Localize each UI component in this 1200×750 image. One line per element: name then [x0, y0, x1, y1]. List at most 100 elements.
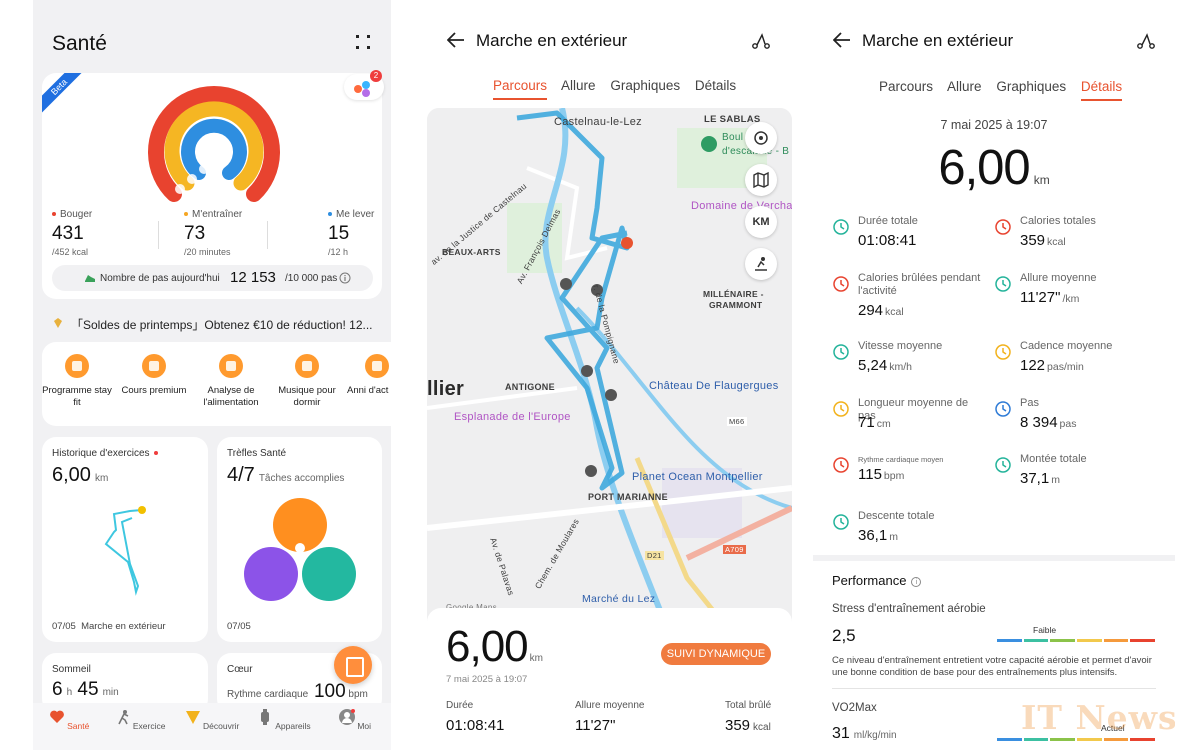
- stat-allure: Allure moyenne 11'27": [575, 700, 645, 734]
- descent-icon: [833, 514, 849, 530]
- food-icon: [219, 354, 243, 378]
- tab-decouvrir[interactable]: Découvrir: [182, 709, 242, 731]
- service-musique[interactable]: Musique pour dormir: [272, 354, 342, 409]
- scale1-segment: [1077, 639, 1102, 642]
- footprints-icon: [995, 344, 1011, 360]
- heart-pulse-icon: [49, 710, 64, 723]
- tab-moi[interactable]: Moi: [325, 709, 385, 731]
- map-icon: [753, 171, 769, 189]
- climb-icon: [995, 457, 1011, 473]
- route-map[interactable]: LE SABLAS Castelnau-le-Lez Boul d'escala…: [427, 108, 792, 628]
- stat-total-brule: Total brûlé 359 kcal: [725, 700, 772, 734]
- map-background: [427, 108, 792, 628]
- add-record-button[interactable]: [334, 646, 372, 684]
- shoe-icon: [85, 275, 95, 282]
- ring-entrainer: [164, 101, 264, 191]
- profile-icon: [338, 709, 355, 725]
- total-distance: 6,00 km: [446, 622, 543, 671]
- stat-bouger[interactable]: Bouger 431 /452 kcal: [52, 209, 93, 257]
- heart-icon: [833, 457, 849, 473]
- clover-chart: [244, 498, 356, 601]
- performance-title: Performance i: [832, 573, 922, 588]
- tab-details[interactable]: Détails: [694, 78, 737, 93]
- ring-lever: [181, 118, 247, 180]
- service-more[interactable]: Anni d'act: [347, 354, 391, 397]
- watermark-logo: IT News: [1021, 698, 1175, 737]
- tab-parcours[interactable]: Parcours: [879, 79, 934, 94]
- page-title: Santé: [52, 32, 107, 55]
- tab-parcours[interactable]: Parcours: [493, 78, 548, 93]
- services-row: Programme stay fit Cours premium Analyse…: [42, 342, 391, 426]
- workout-details-screen: Marche en extérieur Parcours Allure Grap…: [813, 0, 1175, 750]
- apps-shortcut-button[interactable]: 2: [344, 70, 384, 100]
- suivi-dynamique-button[interactable]: SUIVI DYNAMIQUE: [661, 643, 771, 665]
- tab-sante[interactable]: Santé: [39, 709, 99, 731]
- trefles-card[interactable]: Trèfles Santé 4/7 Tâches accomplies 07/05: [217, 437, 382, 642]
- stress-scale: [997, 639, 1156, 642]
- km-markers-button[interactable]: KM: [745, 206, 777, 238]
- stride-icon: [833, 401, 849, 417]
- tab-graphiques[interactable]: Graphiques: [996, 79, 1067, 94]
- historique-card[interactable]: Historique d'exercices 6,00 km 07/05 Marc…: [42, 437, 208, 642]
- scale2-segment: [1077, 738, 1102, 741]
- vo2max-label: VO2Max: [832, 702, 877, 714]
- grid-menu-icon[interactable]: [355, 34, 371, 50]
- back-arrow-icon[interactable]: [447, 32, 465, 48]
- scale1-segment: [1103, 639, 1129, 642]
- route-share-icon[interactable]: [1137, 32, 1155, 50]
- info-icon: i: [911, 576, 922, 587]
- scale2-segment: [1023, 738, 1049, 741]
- scale1-segment: [1023, 639, 1049, 642]
- replay-button[interactable]: [745, 248, 777, 280]
- stat-lever[interactable]: Me lever 15 /12 h: [328, 209, 375, 257]
- scale1-segment: [1130, 639, 1156, 642]
- scale1-segment: [997, 639, 1022, 642]
- video-icon: [142, 354, 166, 378]
- workout-date: 7 mai 2025 à 19:07: [940, 118, 1048, 132]
- stress-label: Stress d'entraînement aérobie: [832, 603, 986, 615]
- stat-entrainer[interactable]: M'entraîner 73 /20 minutes: [184, 209, 243, 257]
- detail-tabs: Parcours Allure Graphiques Détails: [879, 79, 1133, 94]
- info-icon[interactable]: [339, 272, 351, 284]
- route-share-icon[interactable]: [752, 32, 770, 50]
- tab-allure[interactable]: Allure: [561, 78, 596, 93]
- route-thumbnail: [104, 506, 146, 596]
- flame-icon: [995, 219, 1011, 235]
- back-arrow-icon[interactable]: [833, 32, 851, 48]
- gauge-icon: [995, 276, 1011, 292]
- music-icon: [295, 354, 319, 378]
- stress-description: Ce niveau d'entraînement entretient votr…: [832, 655, 1152, 678]
- locate-button[interactable]: [745, 122, 777, 154]
- timer-icon: [833, 219, 849, 235]
- service-stay-fit[interactable]: Programme stay fit: [42, 354, 112, 409]
- activity-rings-chart: [148, 86, 280, 202]
- ring-bouger: [148, 86, 280, 202]
- program-icon: [65, 354, 89, 378]
- scale1-segment: [1050, 639, 1076, 642]
- speedometer-icon: [833, 344, 849, 360]
- service-alimentation[interactable]: Analyse de l'alimentation: [196, 354, 266, 409]
- activity-rings-card[interactable]: Beta 2 Bouger 431 /452 kcal M'entraîner …: [42, 70, 384, 299]
- workout-summary-panel: 6,00 km 7 mai 2025 à 19:07 SUIVI DYNAMIQU…: [427, 608, 792, 750]
- tab-details[interactable]: Détails: [1080, 79, 1123, 94]
- tab-graphiques[interactable]: Graphiques: [610, 78, 681, 93]
- watch-icon: [261, 709, 270, 725]
- map-layers-button[interactable]: [745, 164, 777, 196]
- service-cours-premium[interactable]: Cours premium: [119, 354, 189, 397]
- total-distance: 6,00 km: [938, 141, 1050, 195]
- stress-level-label: Faible: [1033, 625, 1057, 635]
- scale2-segment: [997, 738, 1022, 741]
- scale2-segment: [1130, 738, 1156, 741]
- scale2-segment: [1103, 738, 1129, 741]
- promo-banner[interactable]: 「Soldes de printemps」Obtenez €10 de rédu…: [71, 318, 373, 332]
- steps-summary[interactable]: Nombre de pas aujourd'hui 12 153 /10 000…: [52, 265, 373, 291]
- diamond-icon: [54, 318, 62, 328]
- vo2-scale: [997, 738, 1156, 741]
- tab-appareils[interactable]: Appareils: [254, 709, 314, 731]
- tab-allure[interactable]: Allure: [947, 79, 982, 94]
- runner-replay-icon: [755, 257, 767, 271]
- detail-tabs: Parcours Allure Graphiques Détails: [493, 78, 747, 93]
- discover-icon: [185, 711, 200, 724]
- page-title: Marche en extérieur: [476, 31, 628, 50]
- tab-exercice[interactable]: Exercice: [110, 709, 170, 731]
